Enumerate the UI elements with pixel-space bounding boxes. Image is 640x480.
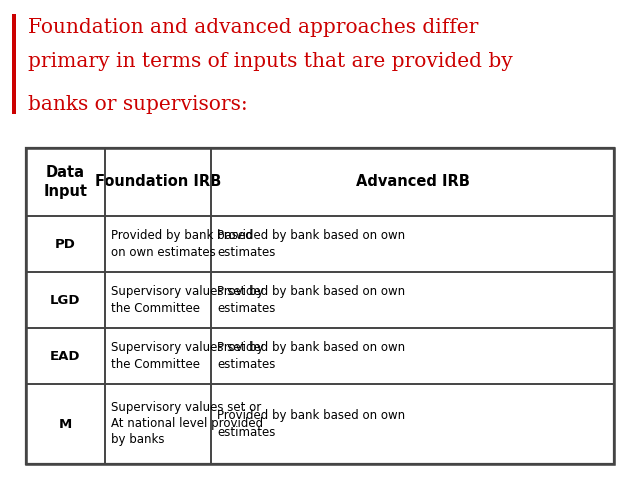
Text: Supervisory values set by
the Committee: Supervisory values set by the Committee: [111, 286, 264, 314]
Text: Provided by bank based
on own estimates: Provided by bank based on own estimates: [111, 229, 253, 259]
Text: EAD: EAD: [50, 349, 81, 362]
Text: primary in terms of inputs that are provided by: primary in terms of inputs that are prov…: [28, 52, 513, 71]
Text: Provided by bank based on own
estimates: Provided by bank based on own estimates: [217, 229, 405, 259]
Text: Data
Input: Data Input: [44, 165, 87, 199]
Text: Provided by bank based on own
estimates: Provided by bank based on own estimates: [217, 286, 405, 314]
Text: LGD: LGD: [50, 293, 81, 307]
Text: Provided by bank based on own
estimates: Provided by bank based on own estimates: [217, 341, 405, 371]
Text: M: M: [59, 418, 72, 431]
Text: Supervisory values set by
the Committee: Supervisory values set by the Committee: [111, 341, 264, 371]
Bar: [26, 148, 614, 464]
Text: Foundation IRB: Foundation IRB: [95, 175, 221, 190]
Text: Supervisory values set or
At national level provided
by banks: Supervisory values set or At national le…: [111, 401, 263, 446]
Bar: [26, 148, 614, 464]
Text: PD: PD: [55, 238, 76, 251]
Text: Foundation and advanced approaches differ: Foundation and advanced approaches diffe…: [28, 18, 478, 37]
Text: Advanced IRB: Advanced IRB: [356, 175, 470, 190]
Bar: [12, 14, 16, 114]
Text: banks or supervisors:: banks or supervisors:: [28, 95, 248, 114]
Text: Provided by bank based on own
estimates: Provided by bank based on own estimates: [217, 409, 405, 439]
